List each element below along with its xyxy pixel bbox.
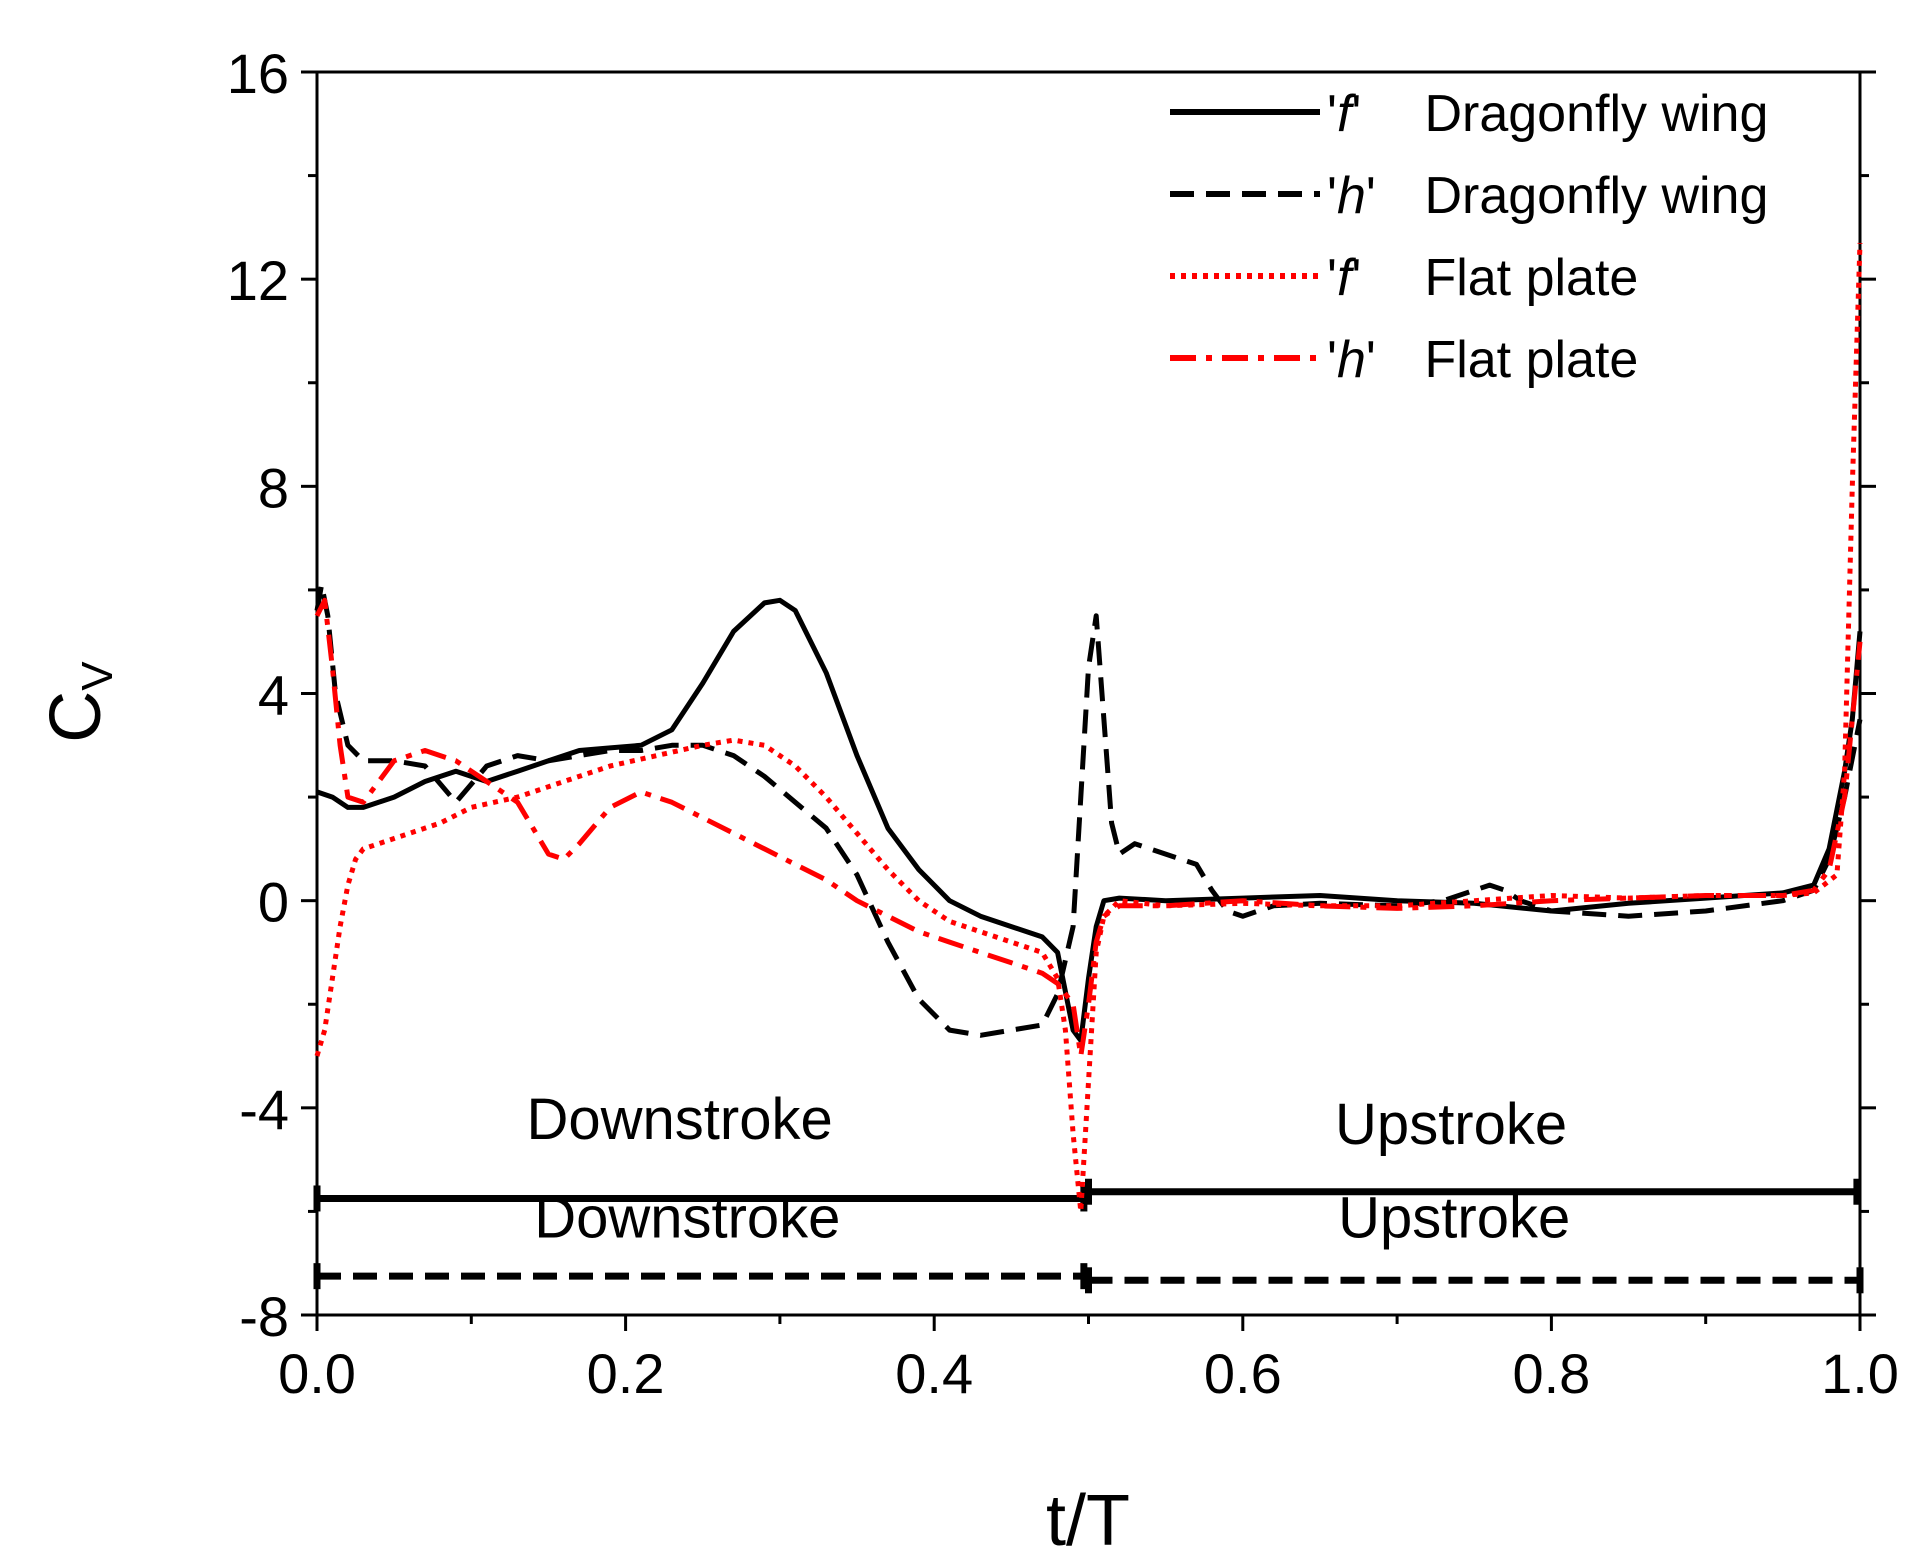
annotation-downstroke-dashed: Downstroke: [534, 1185, 840, 1250]
y-axis-label-main: C: [36, 691, 116, 743]
x-axis-label: t/T: [1046, 1481, 1130, 1561]
y-tick-label: 12: [227, 249, 289, 312]
x-tick-label: 0.8: [1512, 1342, 1590, 1405]
legend-label-f-flatplate: 'f' Flat plate: [1327, 249, 1638, 307]
phase-bars: [313, 1178, 1864, 1294]
y-tick-label: 0: [258, 871, 289, 934]
annotation-downstroke-solid: Downstroke: [526, 1087, 832, 1152]
legend-label-h-dragonfly: 'h' Dragonfly wing: [1327, 167, 1768, 225]
x-tick-label: 0.6: [1204, 1342, 1282, 1405]
y-axis-label: CV: [36, 661, 122, 743]
phase-annotations: Downstroke Upstroke Downstroke Upstroke: [526, 1087, 1570, 1250]
series-line-f-dragonfly: [316, 597, 1863, 1043]
x-tick-label: 0.2: [587, 1342, 665, 1405]
y-tick-label: -4: [239, 1078, 289, 1141]
x-tick-label: 0.4: [895, 1342, 973, 1405]
series-lines: [314, 242, 1863, 1214]
annotation-upstroke-solid: Upstroke: [1335, 1092, 1567, 1157]
y-tick-label: 8: [258, 456, 289, 519]
series-line-h-flatplate: [314, 597, 1863, 1059]
series-line-h-dragonfly: [314, 582, 1863, 1038]
y-tick-label: -8: [239, 1285, 289, 1348]
legend-label-h-flatplate: 'h' Flat plate: [1327, 331, 1638, 389]
annotation-upstroke-dashed: Upstroke: [1338, 1185, 1570, 1250]
y-axis-label-sub: V: [73, 661, 122, 691]
legend-label-f-dragonfly: 'f' Dragonfly wing: [1327, 85, 1768, 143]
y-tick-label: 4: [258, 664, 289, 727]
x-axis-ticks: 0.0 0.2 0.4 0.6 0.8 1.0: [278, 1315, 1899, 1405]
legend: 'f' Dragonfly wing 'h' Dragonfly wing 'f' …: [1170, 85, 1768, 389]
x-tick-label: 1.0: [1821, 1342, 1899, 1405]
y-axis-ticks: -8 -4 0 4 8 12 16: [227, 42, 1876, 1348]
series-line-f-flatplate: [314, 242, 1863, 1214]
y-tick-label: 16: [227, 42, 289, 105]
x-tick-label: 0.0: [278, 1342, 356, 1405]
